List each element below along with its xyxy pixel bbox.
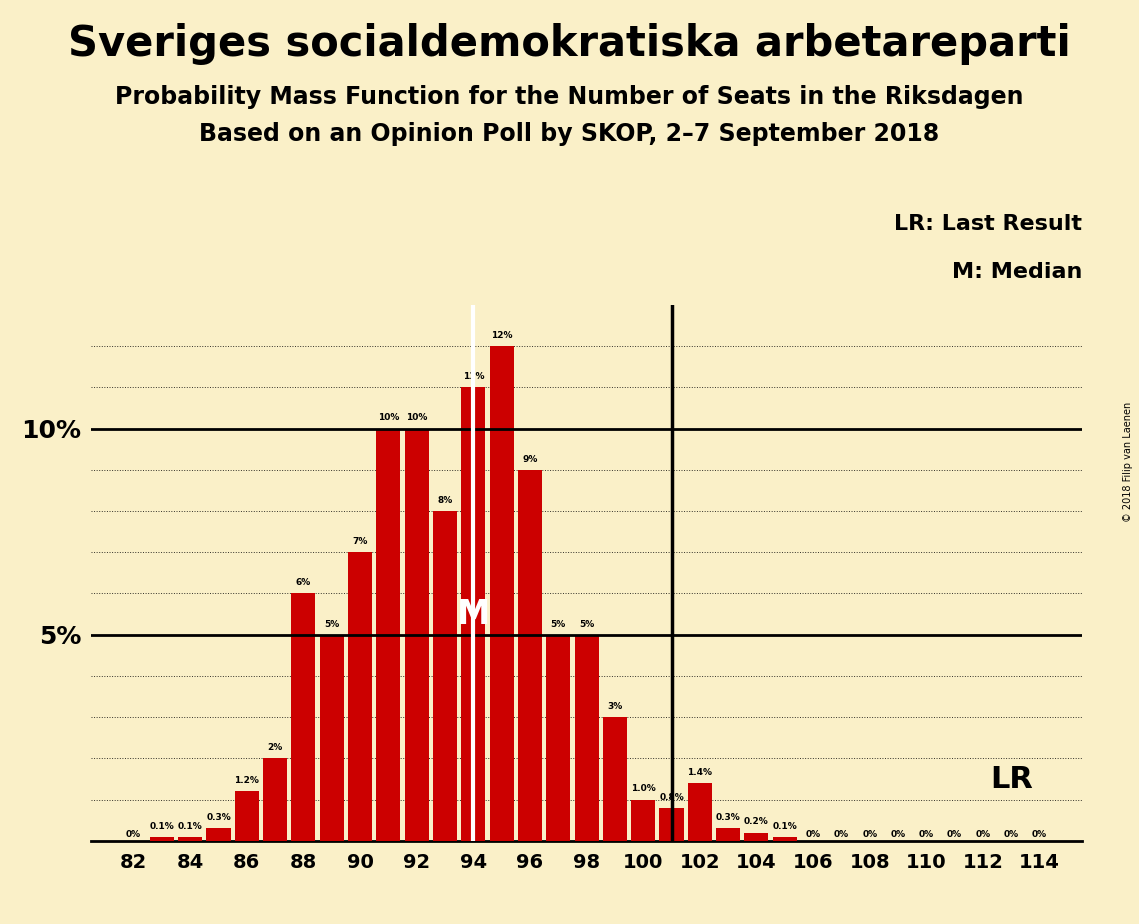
Text: 1.4%: 1.4% (687, 768, 712, 777)
Text: LR: LR (990, 764, 1033, 794)
Bar (404, 429, 428, 841)
Text: 0.3%: 0.3% (206, 813, 231, 822)
Bar (433, 511, 457, 841)
Bar (716, 829, 740, 841)
Text: Probability Mass Function for the Number of Seats in the Riksdagen: Probability Mass Function for the Number… (115, 85, 1024, 109)
Text: 5%: 5% (325, 619, 339, 628)
Text: 0.1%: 0.1% (178, 821, 203, 831)
Text: 7%: 7% (352, 537, 368, 546)
Bar (631, 799, 655, 841)
Text: 0%: 0% (1032, 830, 1047, 839)
Text: 0%: 0% (891, 830, 906, 839)
Bar (376, 429, 401, 841)
Bar (178, 837, 203, 841)
Text: 0%: 0% (1003, 830, 1018, 839)
Text: 5%: 5% (579, 619, 595, 628)
Text: 11%: 11% (462, 372, 484, 382)
Text: 0%: 0% (805, 830, 820, 839)
Text: 3%: 3% (607, 702, 623, 711)
Text: 8%: 8% (437, 496, 452, 505)
Text: Sveriges socialdemokratiska arbetareparti: Sveriges socialdemokratiska arbetarepart… (68, 23, 1071, 65)
Bar (574, 635, 599, 841)
Bar (490, 346, 514, 841)
Text: M: Median: M: Median (952, 262, 1082, 282)
Text: M: M (457, 598, 490, 630)
Text: 9%: 9% (523, 455, 538, 464)
Text: LR: Last Result: LR: Last Result (894, 213, 1082, 234)
Text: 0%: 0% (975, 830, 991, 839)
Text: © 2018 Filip van Laenen: © 2018 Filip van Laenen (1123, 402, 1133, 522)
Text: 0%: 0% (862, 830, 877, 839)
Text: 0%: 0% (948, 830, 962, 839)
Text: 10%: 10% (378, 413, 399, 422)
Bar (349, 553, 372, 841)
Text: 10%: 10% (405, 413, 427, 422)
Bar (547, 635, 571, 841)
Bar (292, 593, 316, 841)
Bar (659, 808, 683, 841)
Text: 0%: 0% (919, 830, 934, 839)
Bar (206, 829, 230, 841)
Text: 12%: 12% (491, 331, 513, 340)
Bar (461, 387, 485, 841)
Text: 0%: 0% (834, 830, 849, 839)
Text: 0%: 0% (126, 830, 141, 839)
Text: 0.1%: 0.1% (149, 821, 174, 831)
Text: 0.3%: 0.3% (715, 813, 740, 822)
Bar (688, 784, 712, 841)
Text: 6%: 6% (296, 578, 311, 588)
Bar (263, 759, 287, 841)
Text: 5%: 5% (550, 619, 566, 628)
Text: 0.8%: 0.8% (659, 793, 683, 802)
Bar (320, 635, 344, 841)
Bar (603, 717, 626, 841)
Bar (772, 837, 797, 841)
Bar (745, 833, 769, 841)
Text: 1.2%: 1.2% (235, 776, 260, 785)
Text: 2%: 2% (268, 743, 282, 752)
Text: 0.2%: 0.2% (744, 818, 769, 826)
Bar (150, 837, 174, 841)
Bar (518, 469, 542, 841)
Bar (235, 791, 259, 841)
Text: Based on an Opinion Poll by SKOP, 2–7 September 2018: Based on an Opinion Poll by SKOP, 2–7 Se… (199, 122, 940, 146)
Text: 1.0%: 1.0% (631, 784, 656, 794)
Text: 0.1%: 0.1% (772, 821, 797, 831)
